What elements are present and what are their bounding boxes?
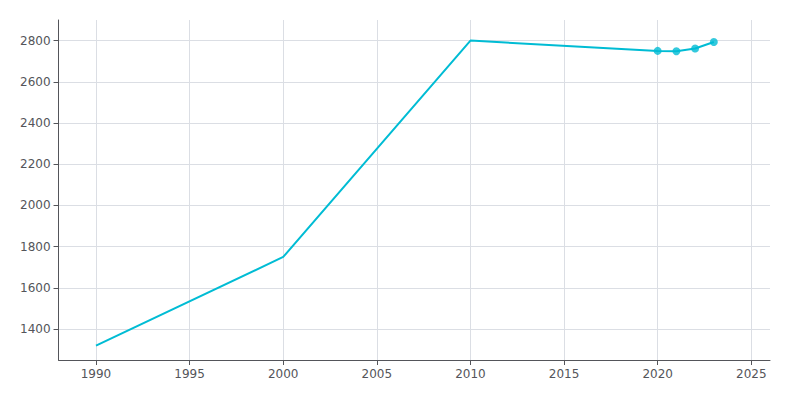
svg-text:1990: 1990	[81, 367, 112, 381]
svg-text:1800: 1800	[20, 240, 51, 254]
svg-text:2015: 2015	[549, 367, 580, 381]
svg-text:2200: 2200	[20, 157, 51, 171]
svg-text:2010: 2010	[455, 367, 486, 381]
svg-text:2600: 2600	[20, 75, 51, 89]
svg-text:1400: 1400	[20, 322, 51, 336]
svg-text:2000: 2000	[268, 367, 299, 381]
svg-text:2005: 2005	[362, 367, 393, 381]
svg-text:2800: 2800	[20, 34, 51, 48]
svg-text:1600: 1600	[20, 281, 51, 295]
svg-text:2000: 2000	[20, 198, 51, 212]
svg-text:1995: 1995	[174, 367, 205, 381]
svg-text:2025: 2025	[736, 367, 767, 381]
svg-text:2400: 2400	[20, 116, 51, 130]
svg-text:2020: 2020	[642, 367, 673, 381]
